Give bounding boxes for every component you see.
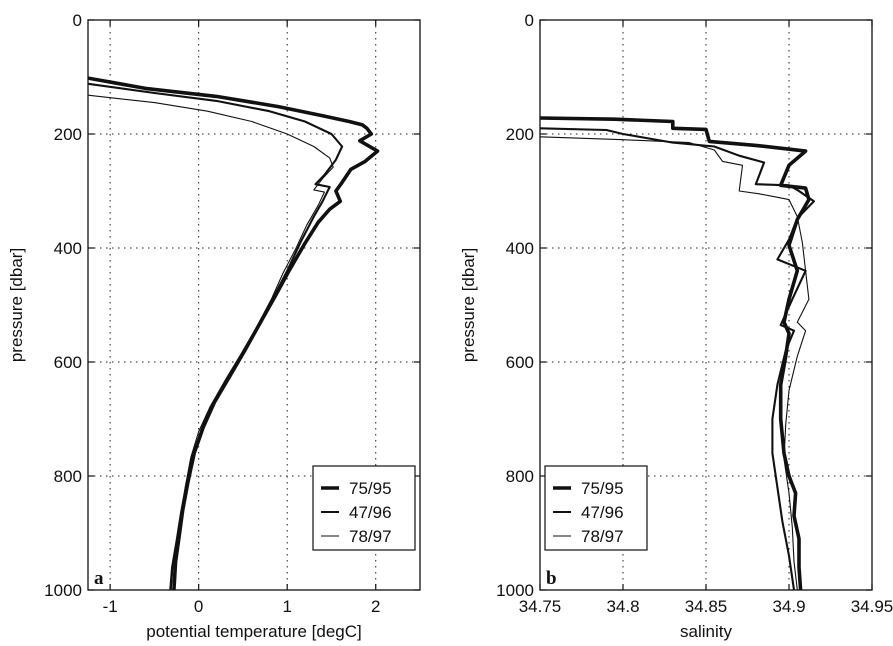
series-group xyxy=(88,76,380,590)
x-tick-label: 34.9 xyxy=(772,597,805,616)
legend-label: 47/96 xyxy=(349,503,392,522)
y-tick-label: 600 xyxy=(506,353,534,372)
legend-label: 78/97 xyxy=(581,527,624,546)
legend-label: 75/95 xyxy=(349,479,392,498)
x-tick-label: 34.85 xyxy=(685,597,728,616)
y-axis-label: pressure [dbar] xyxy=(7,248,26,362)
y-tick-label: 200 xyxy=(54,125,82,144)
plot-frame xyxy=(87,19,421,591)
x-tick-label: 1 xyxy=(282,597,291,616)
y-tick-label: 400 xyxy=(506,239,534,258)
panel-letter: a xyxy=(94,568,104,589)
x-axis-label: potential temperature [degC] xyxy=(146,622,361,641)
legend-label: 78/97 xyxy=(349,527,392,546)
x-tick-label: 34.75 xyxy=(519,597,562,616)
y-tick-label: 400 xyxy=(54,239,82,258)
panel-a-temperature-profile: -1 0 1 2 0 200 400 600 800 1000 potential temperat… xyxy=(7,11,421,641)
legend: 75/95 47/96 78/97 xyxy=(312,465,416,551)
panel-letter: b xyxy=(546,568,557,589)
series-line-47-96 xyxy=(540,127,815,590)
y-tick-label: 0 xyxy=(525,11,534,30)
legend-label: 47/96 xyxy=(581,503,624,522)
x-axis-label: salinity xyxy=(680,622,732,641)
series-line-75-95 xyxy=(540,116,811,590)
x-tick-label: 2 xyxy=(371,597,380,616)
y-tick-label: 800 xyxy=(506,467,534,486)
x-tick-label: 0 xyxy=(194,597,203,616)
series-line-78-97 xyxy=(88,94,334,590)
series-line-78-97 xyxy=(540,136,810,590)
y-tick-label: 1000 xyxy=(44,581,82,600)
y-tick-label: 200 xyxy=(506,125,534,144)
panel-b-salinity-profile: 34.75 34.8 34.85 34.9 34.95 0 200 400 600 800 1000… xyxy=(459,11,893,641)
y-tick-label: 1000 xyxy=(496,581,534,600)
y-tick-label: 800 xyxy=(54,467,82,486)
y-tick-label: 600 xyxy=(54,353,82,372)
y-tick-label: 0 xyxy=(73,11,82,30)
series-line-47-96 xyxy=(88,82,344,590)
legend: 75/95 47/96 78/97 xyxy=(544,465,648,551)
series-group xyxy=(540,116,815,590)
x-tick-label: -1 xyxy=(103,597,118,616)
x-tick-label: 34.8 xyxy=(606,597,639,616)
x-tick-label: 34.95 xyxy=(851,597,893,616)
legend-label: 75/95 xyxy=(581,479,624,498)
y-axis-label: pressure [dbar] xyxy=(459,248,478,362)
